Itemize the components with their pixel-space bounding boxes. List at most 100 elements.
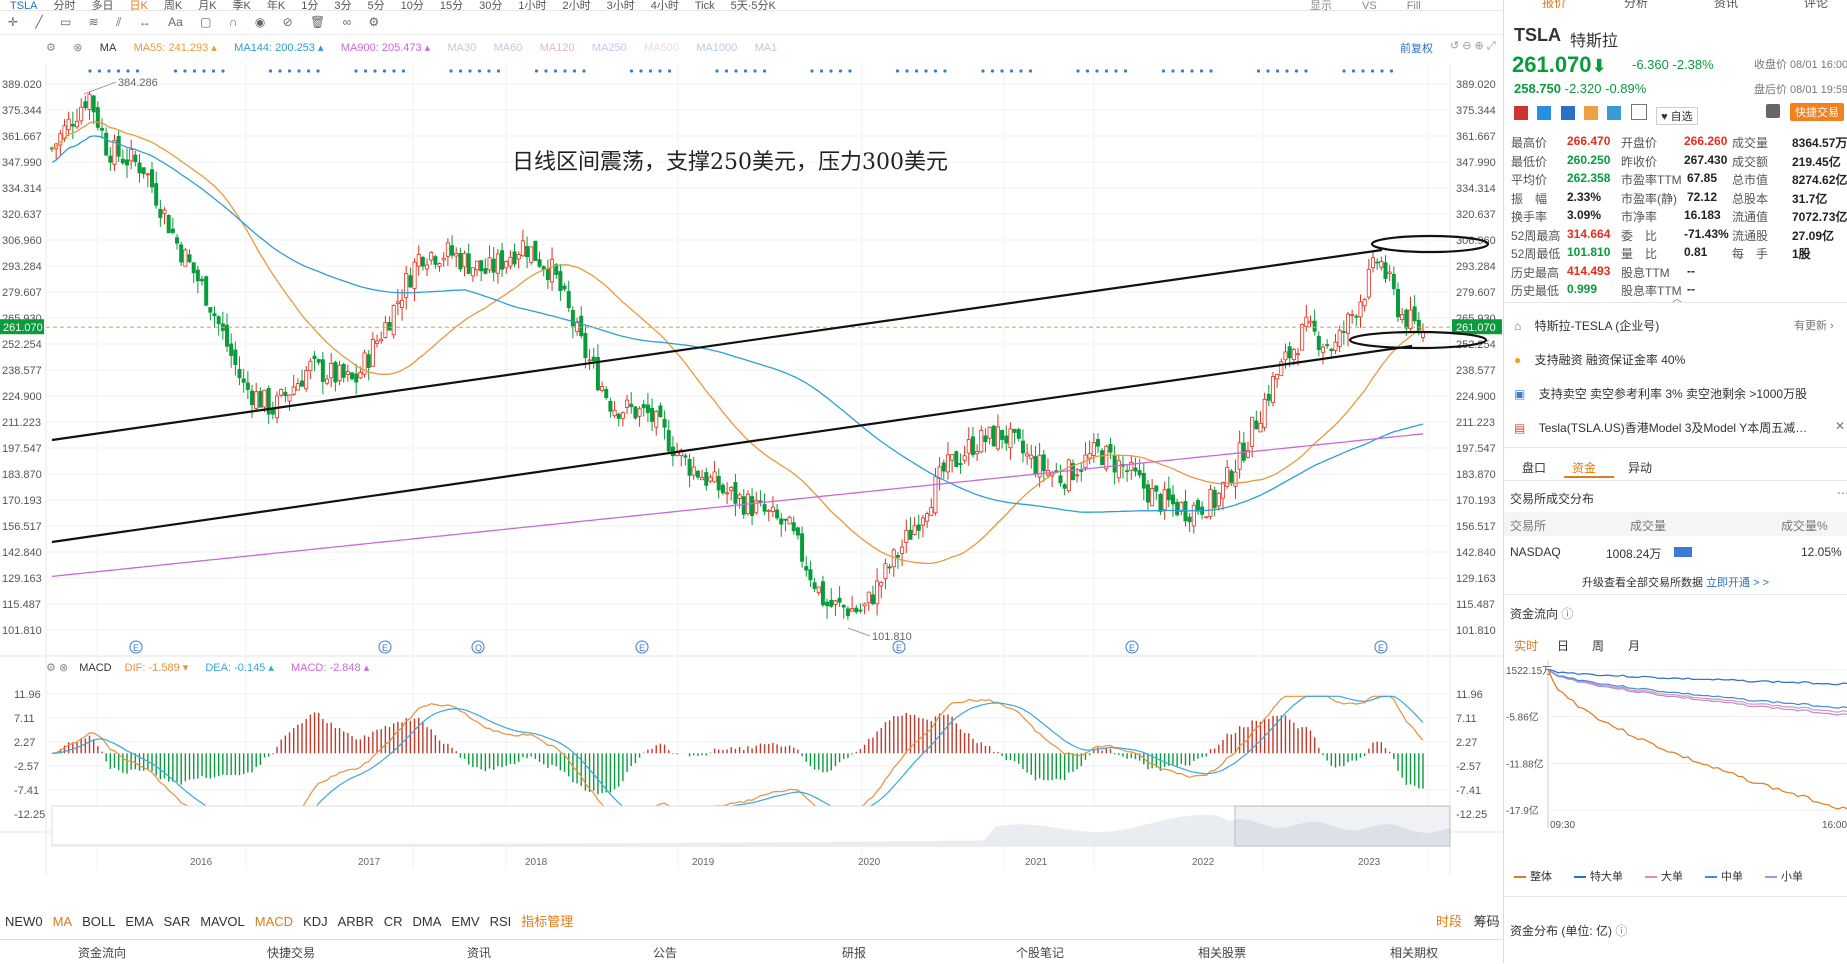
indicator-tab[interactable]: BOLL	[82, 914, 116, 929]
top-right-item[interactable]: VS	[1362, 0, 1377, 12]
bottom-tab[interactable]: 相关期权	[1390, 946, 1439, 960]
top-right-item[interactable]: Fill	[1406, 0, 1421, 12]
arrow-tool-icon[interactable]: ↔	[138, 15, 151, 29]
flow-legend-item[interactable]: 整体	[1514, 868, 1552, 884]
upgrade-link[interactable]: 立即开通 > >	[1706, 577, 1770, 589]
tab-capital[interactable]: 资金	[1572, 461, 1597, 475]
short-row[interactable]: ▣ 支持卖空 卖空参考利率 3% 卖空池剩余 >1000万股	[1514, 385, 1807, 402]
period-tab[interactable]: 15分	[439, 0, 464, 11]
link-icon[interactable]: ∞	[342, 15, 352, 29]
indicator-tab[interactable]: ARBR	[337, 914, 374, 929]
indicator-tab[interactable]: KDJ	[303, 914, 328, 929]
period-tab[interactable]: 1分	[301, 0, 319, 11]
flow-legend-item[interactable]: 大单	[1645, 868, 1683, 884]
indicator-tab[interactable]: SAR	[163, 914, 191, 929]
company-account-row[interactable]: ⌂ 特斯拉-TESLA (企业号)	[1514, 317, 1659, 334]
indicator-tab[interactable]: MAVOL	[200, 914, 245, 929]
rect-tool-icon[interactable]: ▭	[59, 15, 72, 29]
flow-legend-item[interactable]: 特大单	[1574, 868, 1623, 884]
line-tool-icon[interactable]: ╱	[35, 15, 43, 29]
crosshair-icon[interactable]: ✛	[8, 15, 19, 29]
more-link[interactable]: 有更新 ›	[1794, 320, 1834, 332]
tab-quote[interactable]: 报价	[1542, 0, 1567, 8]
indicator-tab[interactable]: CR	[383, 914, 403, 929]
hide-icon[interactable]: ⊘	[282, 15, 293, 29]
period-tab[interactable]: 2小时	[562, 0, 591, 11]
flow-legend-item[interactable]: 小单	[1765, 868, 1803, 884]
bottom-tab[interactable]: 相关股票	[1198, 946, 1247, 960]
period-tab[interactable]: 周K	[163, 0, 183, 11]
settings-icon[interactable]: ⚙	[368, 15, 380, 29]
magnet-icon[interactable]: ∩	[228, 15, 238, 29]
period-tab[interactable]: Tick	[694, 0, 715, 11]
tab-news[interactable]: 资讯	[1714, 0, 1739, 8]
quick-trade-button[interactable]: 快捷交易	[1790, 103, 1844, 121]
chips-button[interactable]: 筹码	[1473, 914, 1500, 929]
bottom-tab[interactable]: 公告	[653, 946, 678, 960]
lightning-icon[interactable]	[1537, 106, 1552, 120]
text-tool-icon[interactable]: Aa	[168, 15, 183, 29]
chart-controls[interactable]: ↺ ⊖ ⊕ ⤢	[1450, 40, 1496, 52]
period-tab[interactable]: 多日	[91, 0, 114, 11]
indicator-tab[interactable]: MACD	[254, 914, 294, 929]
period-tab[interactable]: 3分	[334, 0, 352, 11]
close-icon[interactable]: ⊗	[58, 662, 69, 674]
channel-tool-icon[interactable]: ⫽	[116, 15, 122, 29]
top-right-item[interactable]: 显示	[1310, 0, 1332, 12]
news-row[interactable]: ▤ Tesla(TSLA.US)香港Model 3及Model Y本周五减…	[1514, 419, 1844, 436]
period-tab[interactable]: 3小时	[606, 0, 635, 11]
period-tab[interactable]: 5分	[367, 0, 385, 11]
bottom-tab[interactable]: 资金流向	[78, 946, 127, 960]
kline-chart[interactable]: 389.020 389.020 375.344 375.344 361.667 361.6…	[0, 36, 1502, 876]
kline-svg[interactable]: 389.020 389.020 375.344 375.344 361.667 361.6…	[0, 36, 1502, 876]
flow-tab-realtime[interactable]: 实时	[1514, 639, 1539, 653]
bottom-tab[interactable]: 研报	[842, 946, 867, 960]
settings-icon[interactable]: ⚙	[46, 42, 56, 54]
watchlist-button[interactable]: ♥ 自选	[1656, 107, 1698, 125]
trash-icon[interactable]: 🗑	[310, 15, 326, 29]
margin-row[interactable]: ● 支持融资 融资保证金率 40%	[1514, 351, 1685, 368]
tab-analysis[interactable]: 分析	[1624, 0, 1649, 8]
dollar-icon[interactable]	[1560, 106, 1575, 120]
eye-icon[interactable]: ◉	[254, 15, 266, 29]
period-tab[interactable]: 分时	[53, 0, 76, 11]
period-tab[interactable]: 季K	[232, 0, 251, 11]
bottom-tab[interactable]: 快捷交易	[267, 946, 316, 960]
indicator-tab[interactable]: NEW0	[5, 914, 43, 929]
period-tab[interactable]: 10分	[400, 0, 424, 11]
period-tab[interactable]: 5天·5分K	[730, 0, 776, 11]
indicator-tab[interactable]: DMA	[412, 914, 442, 929]
indicator-tab[interactable]: 指标管理	[521, 914, 574, 929]
period-tab[interactable]: 年K	[266, 0, 286, 11]
flow-tab-day[interactable]: 日	[1557, 639, 1570, 653]
period-tab[interactable]: TSLA	[10, 0, 38, 11]
bottom-tab[interactable]: 个股笔记	[1016, 946, 1065, 960]
tag-icon[interactable]	[1607, 106, 1622, 120]
more-icon[interactable]: ⋯	[1837, 486, 1847, 500]
collapse-icon[interactable]: ︿	[1672, 294, 1682, 305]
adjust-button[interactable]: 前复权	[1400, 43, 1433, 55]
period-tab[interactable]: 日K	[129, 0, 148, 11]
tab-comments[interactable]: 评论	[1804, 0, 1829, 8]
note-icon[interactable]	[1630, 104, 1647, 120]
flag-icon[interactable]	[1514, 106, 1528, 120]
period-tab[interactable]: 1小时	[518, 0, 547, 11]
bell-icon[interactable]	[1766, 104, 1780, 118]
comment-tool-icon[interactable]: ▢	[200, 15, 212, 29]
session-button[interactable]: 时段	[1436, 914, 1463, 929]
indicator-tab[interactable]: EMV	[451, 914, 480, 929]
indicator-tab[interactable]: EMA	[125, 914, 154, 929]
close-icon[interactable]: ⊗	[73, 42, 83, 54]
settings-icon[interactable]: ⚙	[46, 662, 56, 674]
flow-legend-item[interactable]: 中单	[1705, 868, 1743, 884]
indicator-tab[interactable]: MA	[52, 914, 73, 929]
option-icon[interactable]	[1584, 106, 1599, 120]
close-icon[interactable]: ✕	[1835, 419, 1846, 433]
flow-tab-month[interactable]: 月	[1628, 639, 1641, 653]
period-tab[interactable]: 4小时	[650, 0, 679, 11]
indicator-tab[interactable]: RSI	[489, 914, 512, 929]
period-tab[interactable]: 月K	[198, 0, 217, 11]
flow-tab-week[interactable]: 周	[1592, 639, 1605, 653]
tab-movement[interactable]: 异动	[1628, 461, 1653, 475]
period-tab[interactable]: 30分	[479, 0, 503, 11]
